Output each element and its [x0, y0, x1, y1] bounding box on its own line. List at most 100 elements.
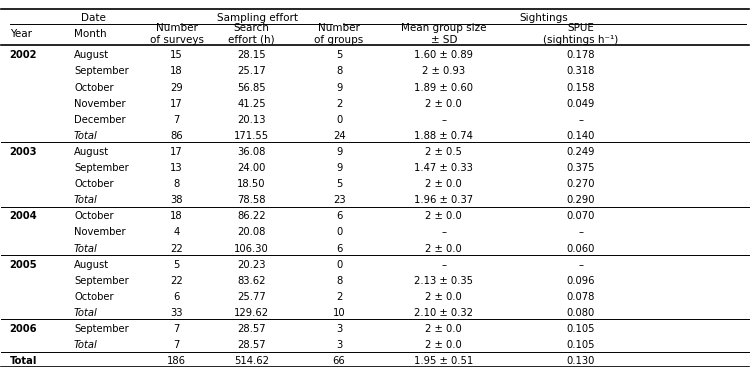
Text: 0.105: 0.105 [566, 324, 595, 334]
Text: 8: 8 [336, 276, 342, 286]
Text: 0: 0 [336, 115, 342, 125]
Text: –: – [441, 260, 446, 270]
Text: 1.88 ± 0.74: 1.88 ± 0.74 [415, 131, 473, 141]
Text: 171.55: 171.55 [234, 131, 269, 141]
Text: 5: 5 [173, 260, 180, 270]
Text: 24: 24 [333, 131, 346, 141]
Text: Total: Total [74, 131, 98, 141]
Text: 0.070: 0.070 [567, 211, 595, 221]
Text: Sampling effort: Sampling effort [217, 13, 298, 23]
Text: 0.270: 0.270 [566, 179, 595, 189]
Text: 22: 22 [170, 276, 183, 286]
Text: 18: 18 [170, 66, 183, 76]
Text: 20.08: 20.08 [237, 228, 266, 237]
Text: 6: 6 [336, 211, 342, 221]
Text: September: September [74, 324, 129, 334]
Text: 0.290: 0.290 [566, 195, 595, 205]
Text: 514.62: 514.62 [234, 356, 269, 366]
Text: 186: 186 [167, 356, 186, 366]
Text: 0.049: 0.049 [567, 99, 595, 109]
Text: 2004: 2004 [10, 211, 38, 221]
Text: 2 ± 0.93: 2 ± 0.93 [422, 66, 466, 76]
Text: 2006: 2006 [10, 324, 38, 334]
Text: 22: 22 [170, 244, 183, 254]
Text: 20.23: 20.23 [237, 260, 266, 270]
Text: 2003: 2003 [10, 147, 38, 157]
Text: 8: 8 [173, 179, 180, 189]
Text: 6: 6 [336, 244, 342, 254]
Text: Search
effort (h): Search effort (h) [228, 23, 274, 45]
Text: SPUE
(sightings h⁻¹): SPUE (sightings h⁻¹) [543, 23, 619, 45]
Text: 20.13: 20.13 [237, 115, 266, 125]
Text: 25.77: 25.77 [237, 292, 266, 302]
Text: 86.22: 86.22 [237, 211, 266, 221]
Text: 0.105: 0.105 [566, 340, 595, 350]
Text: 2.10 ± 0.32: 2.10 ± 0.32 [414, 308, 473, 318]
Text: Sightings: Sightings [520, 13, 568, 23]
Text: 28.57: 28.57 [237, 324, 266, 334]
Text: Total: Total [74, 340, 98, 350]
Text: 25.17: 25.17 [237, 66, 266, 76]
Text: 13: 13 [170, 163, 183, 173]
Text: 28.15: 28.15 [237, 50, 266, 60]
Text: 56.85: 56.85 [237, 83, 266, 92]
Text: Number
of groups: Number of groups [314, 23, 364, 45]
Text: 0.130: 0.130 [567, 356, 595, 366]
Text: 106.30: 106.30 [234, 244, 268, 254]
Text: October: October [74, 179, 114, 189]
Text: September: September [74, 66, 129, 76]
Text: 38: 38 [170, 195, 183, 205]
Text: 0.249: 0.249 [566, 147, 595, 157]
Text: 2 ± 0.0: 2 ± 0.0 [425, 179, 462, 189]
Text: October: October [74, 292, 114, 302]
Text: August: August [74, 50, 110, 60]
Text: –: – [441, 228, 446, 237]
Text: 2 ± 0.5: 2 ± 0.5 [425, 147, 462, 157]
Text: 7: 7 [173, 340, 180, 350]
Text: Month: Month [74, 29, 106, 39]
Text: September: September [74, 163, 129, 173]
Text: Total: Total [74, 244, 98, 254]
Text: 1.89 ± 0.60: 1.89 ± 0.60 [414, 83, 473, 92]
Text: October: October [74, 211, 114, 221]
Text: –: – [578, 228, 584, 237]
Text: 9: 9 [336, 147, 342, 157]
Text: 4: 4 [173, 228, 180, 237]
Text: 2 ± 0.0: 2 ± 0.0 [425, 99, 462, 109]
Text: 0.318: 0.318 [567, 66, 595, 76]
Text: 7: 7 [173, 115, 180, 125]
Text: 2: 2 [336, 99, 342, 109]
Text: 28.57: 28.57 [237, 340, 266, 350]
Text: September: September [74, 276, 129, 286]
Text: October: October [74, 83, 114, 92]
Text: 2 ± 0.0: 2 ± 0.0 [425, 211, 462, 221]
Text: –: – [578, 115, 584, 125]
Text: 0.096: 0.096 [566, 276, 595, 286]
Text: 1.95 ± 0.51: 1.95 ± 0.51 [414, 356, 473, 366]
Text: 1.60 ± 0.89: 1.60 ± 0.89 [414, 50, 473, 60]
Text: 2005: 2005 [10, 260, 38, 270]
Text: 9: 9 [336, 83, 342, 92]
Text: Total: Total [74, 308, 98, 318]
Text: 10: 10 [333, 308, 346, 318]
Text: 9: 9 [336, 163, 342, 173]
Text: 24.00: 24.00 [237, 163, 266, 173]
Text: 7: 7 [173, 324, 180, 334]
Text: 78.58: 78.58 [237, 195, 266, 205]
Text: 0.375: 0.375 [566, 163, 595, 173]
Text: 1.47 ± 0.33: 1.47 ± 0.33 [415, 163, 473, 173]
Text: 17: 17 [170, 147, 183, 157]
Text: November: November [74, 228, 126, 237]
Text: 2: 2 [336, 292, 342, 302]
Text: Date: Date [81, 13, 106, 23]
Text: 83.62: 83.62 [237, 276, 266, 286]
Text: 17: 17 [170, 99, 183, 109]
Text: –: – [441, 115, 446, 125]
Text: 5: 5 [336, 50, 342, 60]
Text: 66: 66 [333, 356, 346, 366]
Text: 2 ± 0.0: 2 ± 0.0 [425, 244, 462, 254]
Text: 0: 0 [336, 228, 342, 237]
Text: 3: 3 [336, 324, 342, 334]
Text: Year: Year [10, 29, 32, 39]
Text: 2.13 ± 0.35: 2.13 ± 0.35 [414, 276, 473, 286]
